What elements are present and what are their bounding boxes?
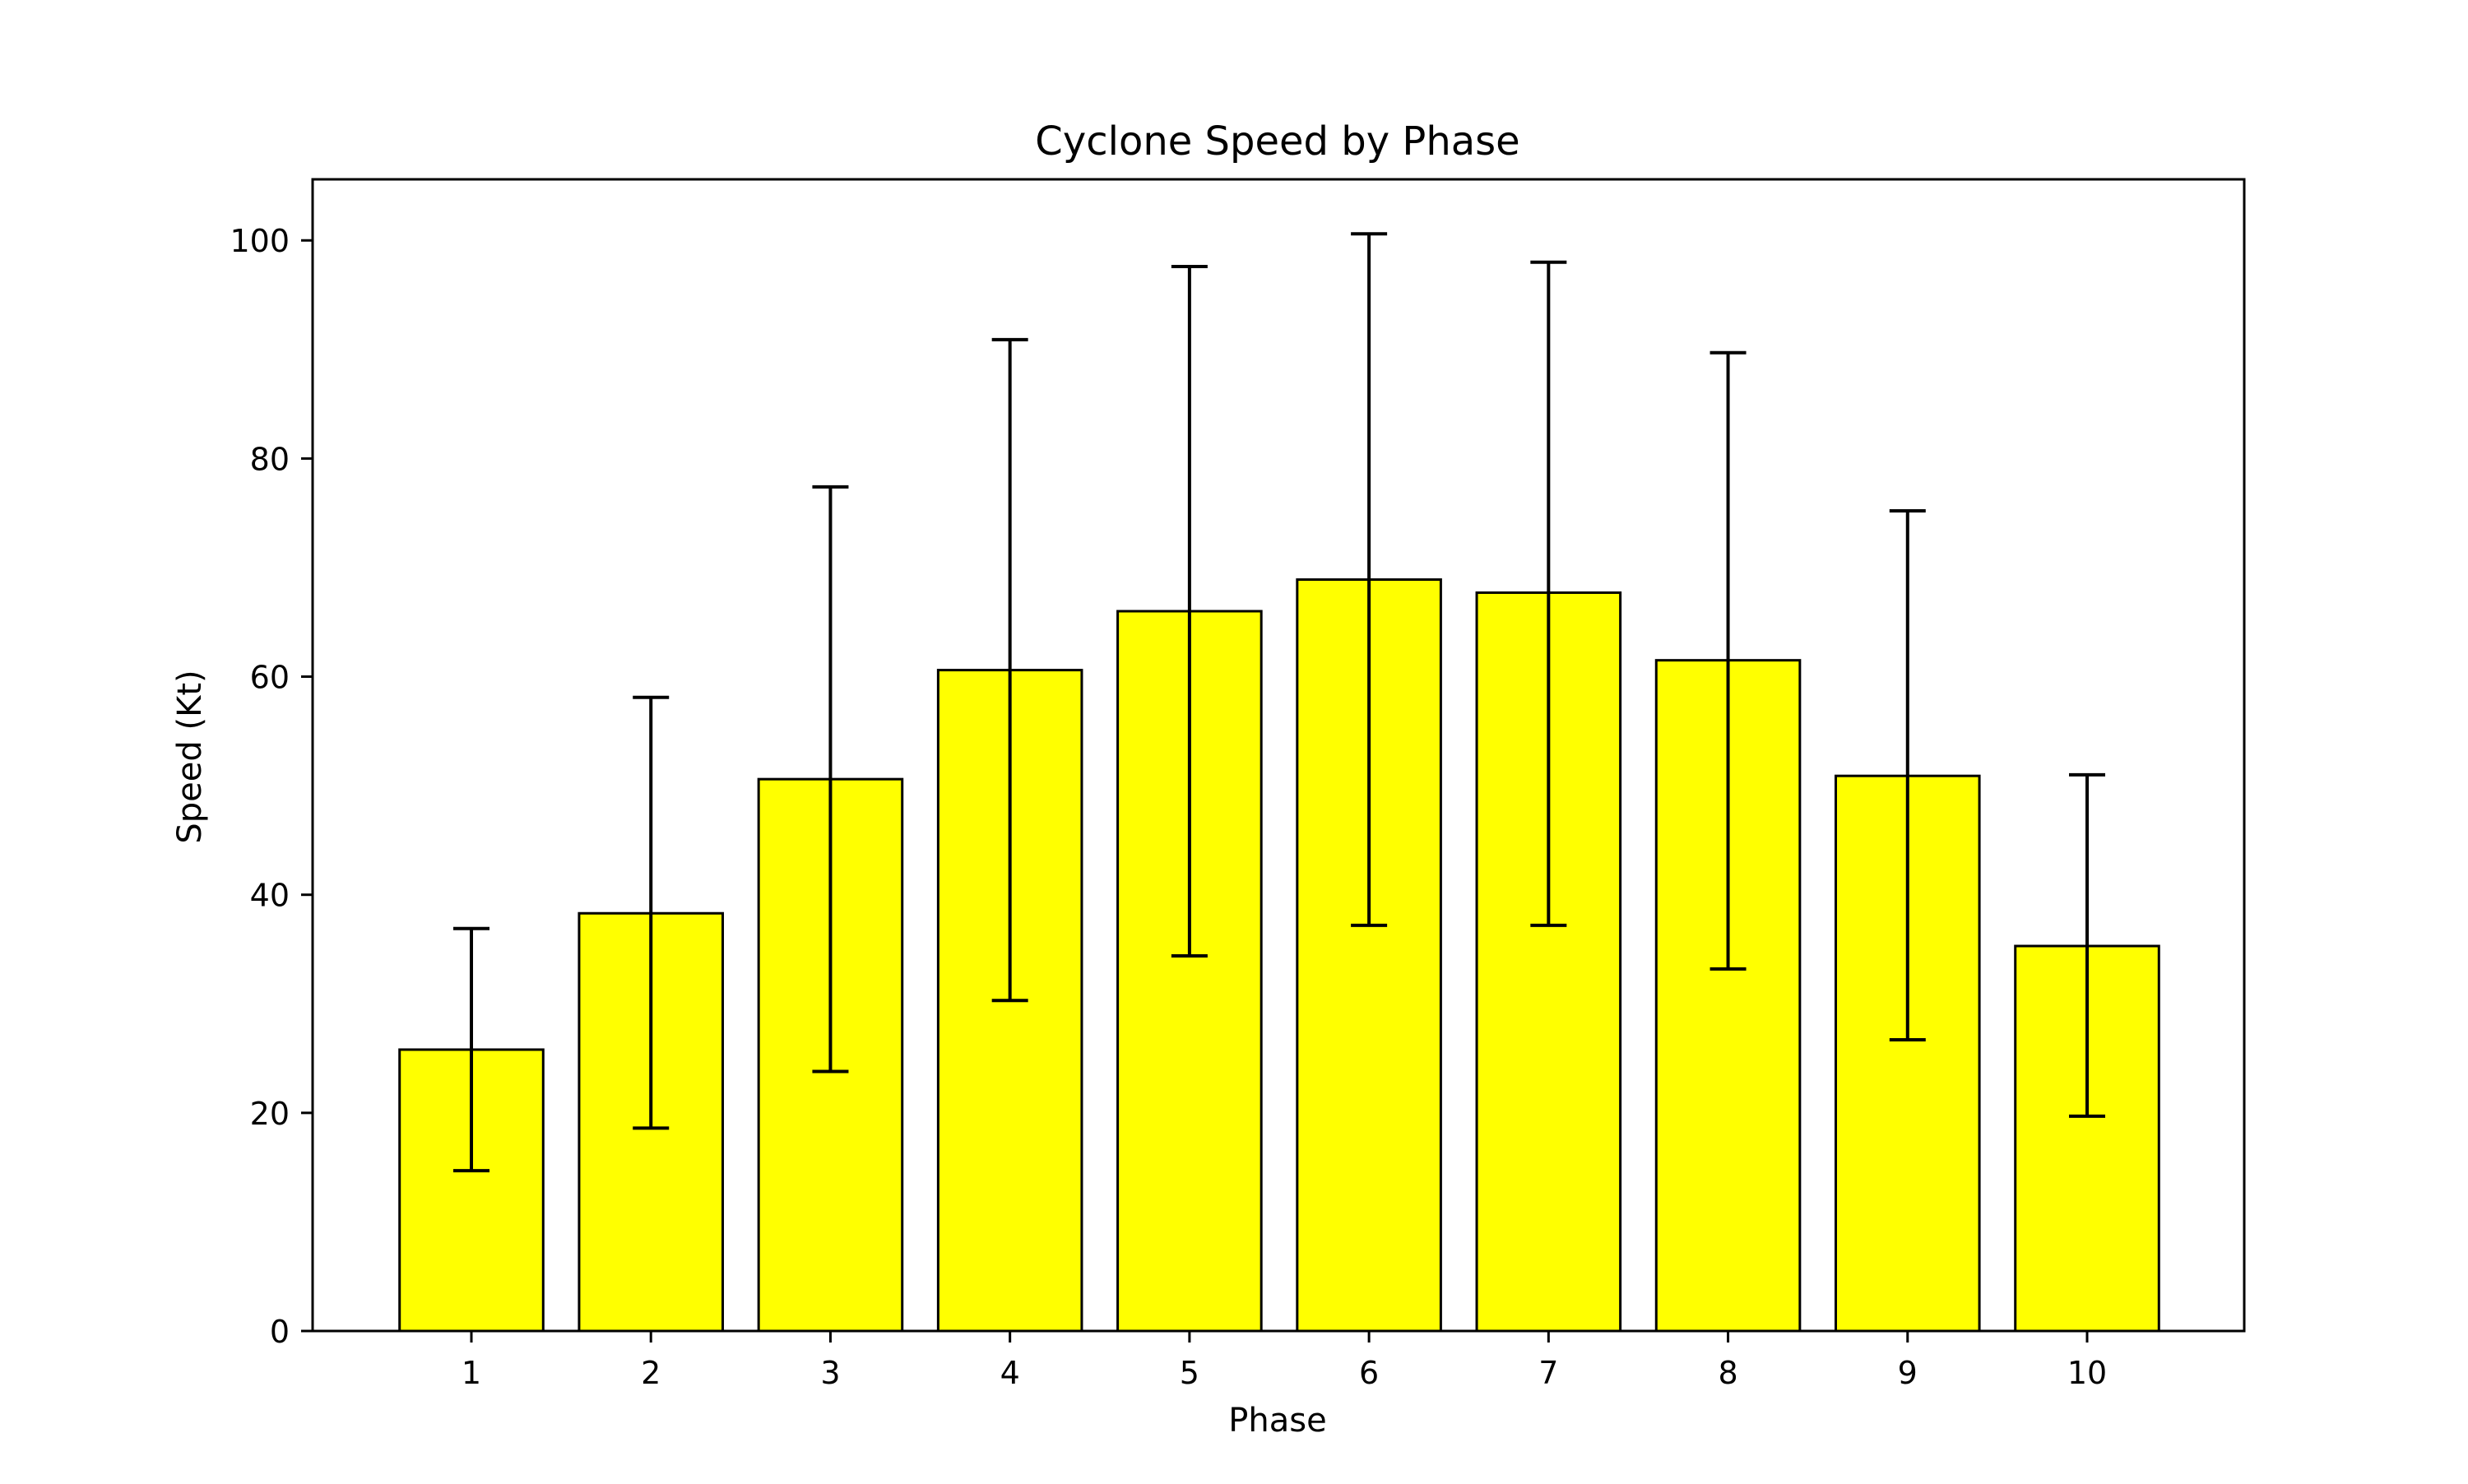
y-tick-label: 100 [230,223,290,259]
x-tick-label: 8 [1718,1355,1737,1391]
y-tick-label: 0 [270,1314,290,1350]
y-tick-label: 60 [250,660,290,696]
x-tick-label: 10 [2067,1355,2107,1391]
x-tick-label: 7 [1538,1355,1558,1391]
y-tick-label: 20 [250,1096,290,1132]
chart-title: Cyclone Speed by Phase [1035,118,1519,165]
y-tick-label: 80 [250,441,290,477]
plot-frame [311,178,2246,1333]
x-tick-label: 5 [1180,1355,1199,1391]
y-tick-label: 40 [250,878,290,914]
x-axis-label: Phase [1228,1402,1326,1440]
y-axis-label: Speed (Kt) [171,670,209,843]
x-tick-label: 6 [1359,1355,1379,1391]
plot-area: 0 20 40 60 80 100 1 2 3 4 5 6 7 8 9 10 [230,178,2246,1391]
x-tick-label: 2 [641,1355,661,1391]
x-tick-label: 4 [1000,1355,1020,1391]
x-tick-label: 9 [1898,1355,1918,1391]
x-tick-label: 3 [820,1355,840,1391]
x-tick-label: 1 [462,1355,481,1391]
